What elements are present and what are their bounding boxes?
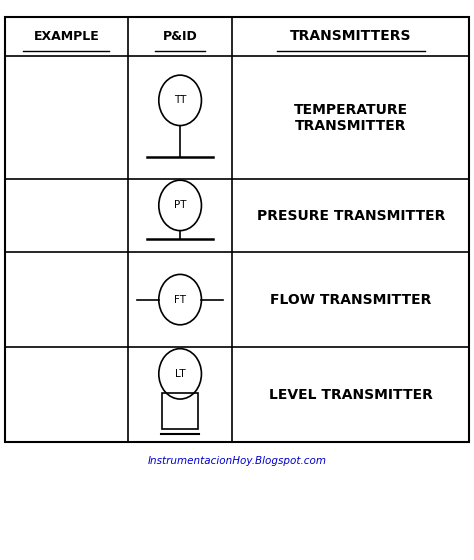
- Text: TEMPERATURE
TRANSMITTER: TEMPERATURE TRANSMITTER: [294, 102, 408, 133]
- Bar: [5, 17, 469, 442]
- Text: InstrumentacionHoy.Blogspot.com: InstrumentacionHoy.Blogspot.com: [147, 456, 327, 466]
- Text: EXAMPLE: EXAMPLE: [34, 30, 99, 43]
- Bar: [162, 393, 198, 429]
- Text: FT: FT: [174, 295, 186, 305]
- Text: PT: PT: [174, 200, 186, 211]
- Text: P&ID: P&ID: [163, 30, 198, 43]
- Text: TT: TT: [174, 95, 186, 105]
- Text: PRESURE TRANSMITTER: PRESURE TRANSMITTER: [256, 209, 445, 223]
- Text: TRANSMITTERS: TRANSMITTERS: [290, 30, 411, 44]
- Text: LEVEL TRANSMITTER: LEVEL TRANSMITTER: [269, 388, 433, 402]
- Text: FLOW TRANSMITTER: FLOW TRANSMITTER: [270, 293, 431, 307]
- Text: LT: LT: [175, 369, 185, 379]
